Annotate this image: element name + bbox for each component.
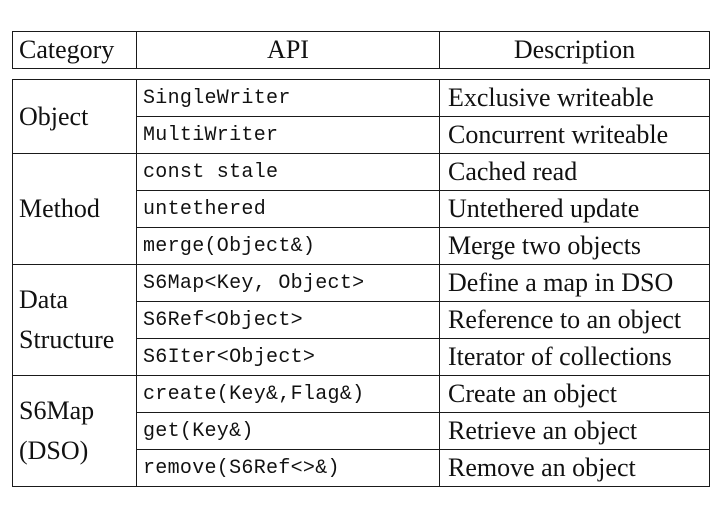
category-cell-data-structure: Data Structure <box>12 264 137 376</box>
description-cell: Define a map in DSO <box>439 264 710 302</box>
category-label: Object <box>19 101 89 131</box>
description-cell: Concurrent writeable <box>439 116 710 154</box>
table-row: remove(S6Ref<>&) Remove an object <box>13 449 710 487</box>
header-description: Description <box>439 31 710 69</box>
description-cell: Iterator of collections <box>439 338 710 376</box>
table-row: S6Map (DSO) create(Key&,Flag&) Create an… <box>12 375 710 487</box>
api-cell: create(Key&,Flag&) <box>136 375 440 413</box>
header-category: Category <box>12 31 137 69</box>
api-cell: S6Iter<Object> <box>136 338 440 376</box>
category-cell-s6map: S6Map (DSO) <box>12 375 137 487</box>
api-cell: S6Map<Key, Object> <box>136 264 440 302</box>
api-cell: SingleWriter <box>136 79 440 117</box>
description-cell: Reference to an object <box>439 301 710 339</box>
category-label-line1: S6Map <box>19 396 95 425</box>
description-cell: Retrieve an object <box>439 412 710 450</box>
category-label-line2: (DSO) <box>19 436 89 465</box>
header-api: API <box>136 31 440 69</box>
category-cell-object: Object <box>12 79 137 154</box>
category-label-line1: Data <box>19 285 69 314</box>
description-cell: Exclusive writeable <box>439 79 710 117</box>
category-cell-method: Method <box>12 153 137 265</box>
table-row: Object SingleWriter Exclusive writeable <box>12 79 710 154</box>
table-row: untethered Untethered update <box>13 190 710 228</box>
category-label: Method <box>19 194 100 223</box>
api-cell: untethered <box>136 190 440 228</box>
api-cell: get(Key&) <box>136 412 440 450</box>
table-row: Method const stale Cached read <box>12 153 710 265</box>
api-cell: const stale <box>136 153 440 191</box>
api-cell: remove(S6Ref<>&) <box>136 449 440 487</box>
table-body: Object SingleWriter Exclusive writeable … <box>12 79 710 487</box>
description-cell: Remove an object <box>439 449 710 487</box>
table-row: merge(Object&) Merge two objects <box>13 227 710 265</box>
description-cell: Create an object <box>439 375 710 413</box>
description-cell: Merge two objects <box>439 227 710 265</box>
description-cell: Untethered update <box>439 190 710 228</box>
header-row: Category API Description <box>12 31 710 69</box>
category-label-line2: Structure <box>19 325 115 354</box>
table-row: Data Structure S6Map<Key, Object> Define… <box>12 264 710 376</box>
table-header: Category API Description <box>12 31 710 69</box>
api-cell: S6Ref<Object> <box>136 301 440 339</box>
api-cell: MultiWriter <box>136 116 440 154</box>
api-cell: merge(Object&) <box>136 227 440 265</box>
description-cell: Cached read <box>439 153 710 191</box>
table-row: MultiWriter Concurrent writeable <box>13 116 710 154</box>
table-row: get(Key&) Retrieve an object <box>13 412 710 450</box>
